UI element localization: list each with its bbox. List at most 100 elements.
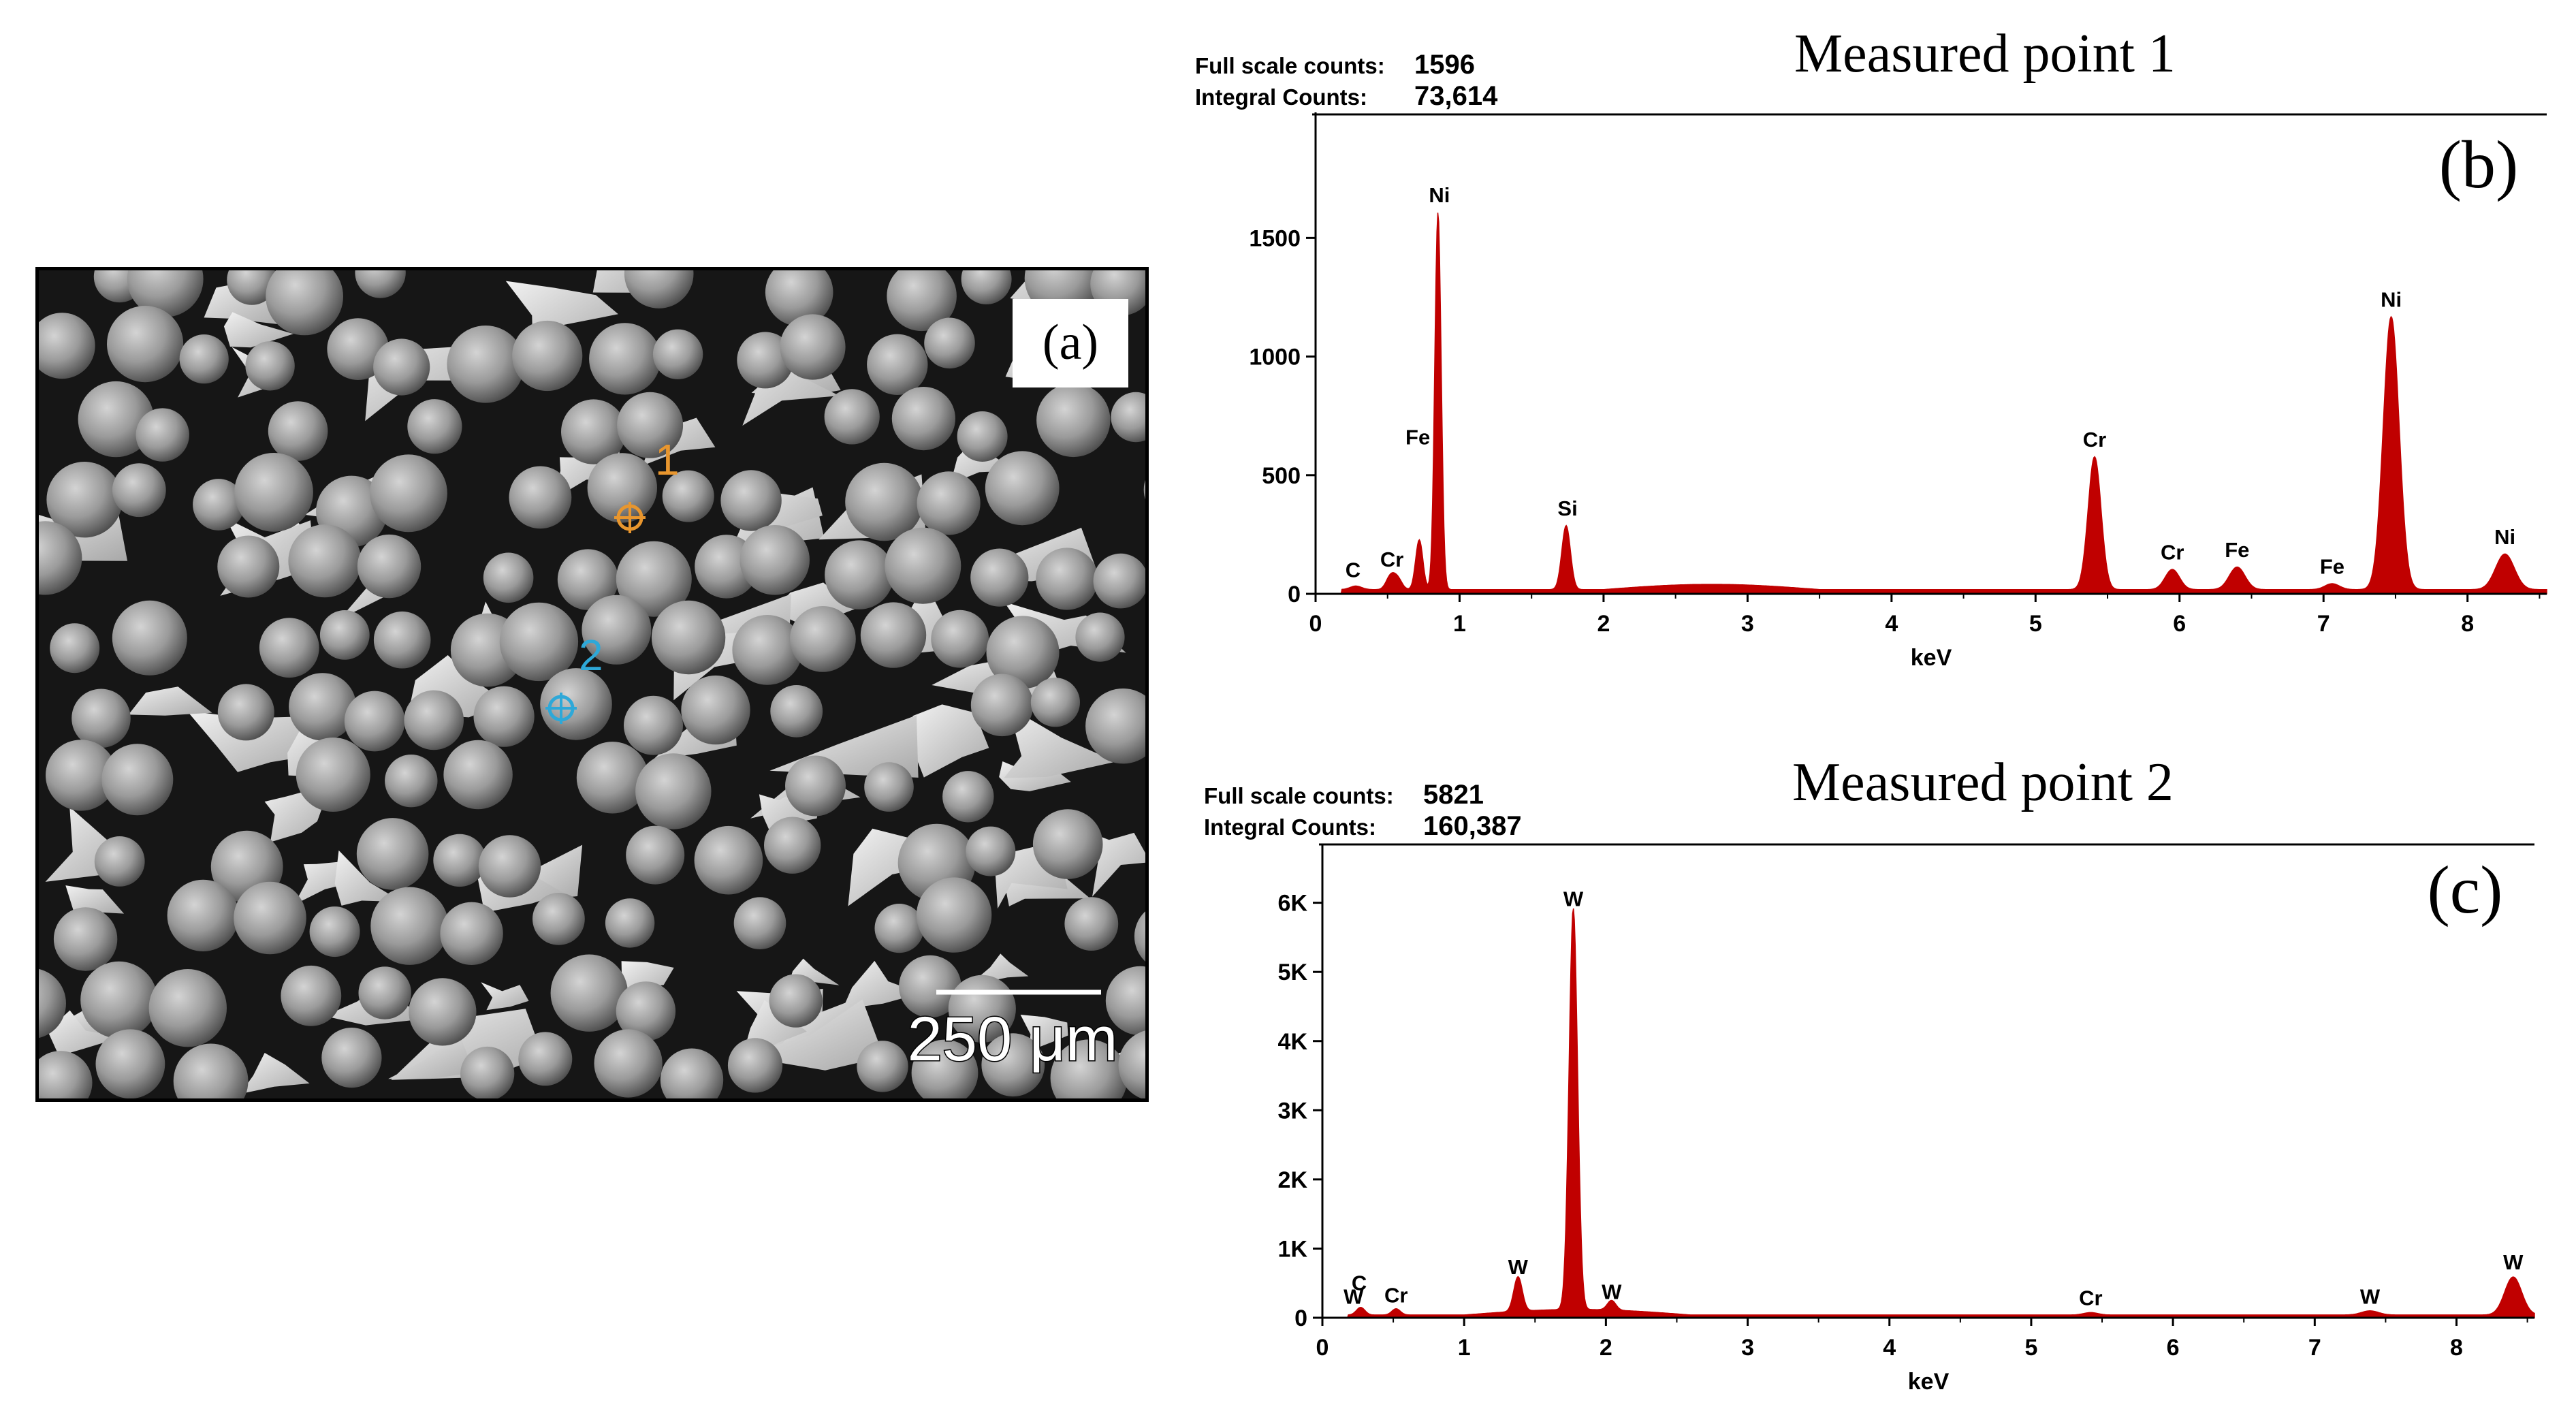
sphere-particle bbox=[727, 1038, 783, 1093]
sphere-particle bbox=[473, 686, 535, 747]
x-tick-label: 7 bbox=[2308, 1335, 2321, 1361]
peak-label: Ni bbox=[1429, 183, 1450, 207]
sphere-particle bbox=[296, 738, 370, 812]
sphere-particle bbox=[447, 326, 524, 403]
sphere-particle bbox=[440, 902, 503, 965]
sphere-particle bbox=[970, 548, 1029, 607]
point-1-label: 1 bbox=[655, 435, 680, 484]
sphere-particle bbox=[433, 834, 486, 887]
sphere-particle bbox=[885, 527, 961, 604]
y-tick-label: 0 bbox=[1288, 582, 1301, 607]
sem-image: 1 2 (a) 250 μm bbox=[39, 270, 1145, 1098]
x-tick-label: 2 bbox=[1597, 611, 1610, 637]
sphere-particle bbox=[732, 615, 803, 685]
scale-bar-label: 250 μm bbox=[908, 1004, 1118, 1074]
spectrum-area bbox=[1322, 908, 2535, 1318]
flake-particle bbox=[65, 885, 125, 914]
x-tick-label: 6 bbox=[2167, 1335, 2180, 1361]
sphere-particle bbox=[1105, 966, 1145, 1036]
sphere-particle bbox=[1143, 479, 1145, 500]
sphere-particle bbox=[358, 966, 411, 1019]
header-label: Full scale counts: bbox=[1204, 783, 1394, 808]
sphere-particle bbox=[917, 471, 981, 535]
peak-label: Fe bbox=[1405, 425, 1430, 449]
sphere-particle bbox=[966, 826, 1016, 876]
sphere-particle bbox=[594, 1029, 663, 1098]
sphere-particle bbox=[107, 306, 184, 383]
sphere-particle bbox=[550, 954, 628, 1032]
panel-label-a: (a) bbox=[1043, 315, 1098, 370]
sphere-particle bbox=[635, 753, 712, 829]
sphere-particle bbox=[234, 453, 313, 532]
sphere-particle bbox=[561, 399, 626, 464]
peak-label: W bbox=[2360, 1285, 2381, 1309]
sphere-particle bbox=[737, 332, 794, 389]
sphere-particle bbox=[71, 688, 131, 748]
peak-label: Si bbox=[1557, 496, 1577, 520]
sphere-particle bbox=[616, 981, 676, 1041]
sphere-particle bbox=[681, 675, 750, 745]
sphere-particle bbox=[652, 329, 703, 379]
measure-point-1: 1 bbox=[614, 435, 680, 533]
y-tick-label: 4K bbox=[1278, 1029, 1308, 1055]
sphere-particle bbox=[864, 762, 914, 812]
sphere-particle bbox=[867, 334, 928, 395]
sphere-particle bbox=[785, 755, 846, 817]
sphere-particle bbox=[281, 965, 342, 1026]
sphere-particle bbox=[733, 897, 786, 949]
sphere-particle bbox=[268, 401, 328, 461]
peak-label: Cr bbox=[2079, 1286, 2102, 1310]
sphere-particle bbox=[148, 969, 227, 1047]
sphere-particle bbox=[46, 462, 123, 538]
sphere-particle bbox=[443, 740, 513, 810]
sphere-particle bbox=[227, 270, 277, 305]
peak-label: C bbox=[1346, 558, 1361, 582]
sphere-particle bbox=[891, 387, 955, 451]
x-tick-label: 4 bbox=[1883, 1335, 1896, 1361]
sphere-particle bbox=[970, 674, 1034, 737]
x-tick-label: 5 bbox=[2029, 611, 2042, 637]
sphere-particle bbox=[266, 270, 343, 336]
sem-micrograph: 1 2 (a) 250 μm bbox=[35, 267, 1149, 1102]
spectrum-area bbox=[1316, 212, 2547, 595]
y-tick-label: 1000 bbox=[1249, 345, 1301, 370]
sphere-particle bbox=[357, 534, 422, 599]
sphere-particle bbox=[404, 690, 464, 750]
sphere-particle bbox=[39, 521, 82, 595]
sphere-particle bbox=[957, 411, 1008, 462]
sphere-particle bbox=[981, 1033, 1045, 1097]
flake-particle bbox=[742, 339, 840, 426]
peak-label: C bbox=[1352, 1271, 1367, 1295]
flake-particle bbox=[128, 686, 212, 716]
panel-label: (c) bbox=[2428, 852, 2503, 928]
y-tick-label: 1500 bbox=[1249, 225, 1301, 251]
sphere-particle bbox=[1036, 383, 1111, 458]
sphere-particle bbox=[662, 470, 714, 522]
sphere-particle bbox=[587, 453, 657, 523]
y-tick-label: 500 bbox=[1262, 463, 1301, 489]
sphere-particle bbox=[540, 668, 612, 740]
sphere-particle bbox=[1075, 612, 1125, 662]
sphere-particle bbox=[217, 684, 274, 741]
x-tick-label: 3 bbox=[1741, 611, 1754, 637]
flake-particle bbox=[1004, 706, 1116, 778]
header-value: 1596 bbox=[1414, 50, 1475, 80]
sphere-particle bbox=[127, 270, 204, 317]
sphere-particle bbox=[112, 463, 166, 518]
sphere-particle bbox=[1118, 1030, 1145, 1098]
peak-label: Ni bbox=[2494, 525, 2515, 549]
sphere-particle bbox=[942, 771, 994, 823]
sphere-particle bbox=[1030, 678, 1080, 727]
sphere-particle bbox=[39, 1051, 93, 1098]
sphere-particle bbox=[626, 825, 685, 885]
sphere-particle bbox=[53, 907, 118, 971]
sphere-particle bbox=[319, 610, 370, 660]
sphere-particle bbox=[245, 341, 295, 391]
sphere-particle bbox=[1085, 688, 1145, 764]
y-tick-label: 3K bbox=[1278, 1098, 1308, 1124]
sphere-particle bbox=[887, 270, 957, 332]
sphere-particle bbox=[764, 817, 821, 874]
header-label: Full scale counts: bbox=[1195, 53, 1385, 78]
sphere-particle bbox=[50, 623, 100, 674]
